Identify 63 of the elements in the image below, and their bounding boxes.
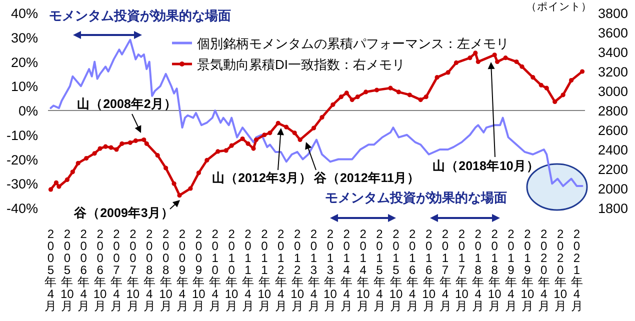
y-tick-label: -10%: [6, 128, 38, 143]
x-tick-label: 2016年10月: [422, 227, 436, 313]
x-tick-label: 2015年4月: [374, 227, 386, 313]
y2-tick-label: 3600: [598, 26, 628, 40]
x-tick-label: 2012年10月: [290, 227, 304, 313]
x-tick-label: 2006年4月: [78, 227, 90, 313]
legend-label: 個別銘柄モメンタムの累積パフォーマンス：左メモリ: [197, 36, 509, 51]
x-tick-label: 2008年10月: [159, 227, 173, 313]
annotation: 山（2008年2月）: [77, 97, 177, 111]
x-tick-label: 2009年10月: [192, 227, 206, 313]
x-tick-label: 2011年4月: [242, 227, 254, 313]
y2-tick-label: 2600: [598, 123, 628, 138]
x-tick-label: 2013年10月: [324, 227, 338, 313]
annotation: 山（2012年3月）: [212, 171, 312, 185]
y2-tick-label: 2400: [598, 142, 628, 158]
x-tick-label: 2020年10月: [554, 227, 568, 313]
x-tick-label: 2005年4月: [44, 227, 57, 313]
y-tick-label: -30%: [6, 176, 38, 192]
annotation: モメンタム投資が効果的な場面: [325, 190, 507, 205]
x-tick-label: 2017年10月: [455, 227, 469, 313]
x-tick-label: 2014年10月: [356, 227, 370, 313]
x-tick-label: 2021年4月: [570, 227, 583, 313]
y2-axis-title: （ポイント）: [526, 1, 592, 13]
y-tick-label: 40%: [10, 6, 38, 21]
y2-tick-label: 2200: [598, 162, 628, 177]
y-tick-label: 10%: [10, 79, 38, 94]
annotation: モメンタム投資が効果的な場面: [49, 8, 231, 23]
x-tick-label: 2013年4月: [308, 227, 320, 313]
y2-tick-label: 3000: [598, 84, 628, 99]
x-tick-label: 2010年4月: [209, 227, 222, 313]
y-tick-label: 30%: [10, 30, 38, 46]
legend-label: 景気動向累積DI一致指数：右メモリ: [197, 57, 405, 72]
x-tick-label: 2007年10月: [126, 227, 140, 313]
y-tick-label: 0%: [18, 104, 38, 118]
x-tick-label: 2006年10月: [93, 227, 108, 313]
y-tick-label: 20%: [10, 54, 38, 70]
annotation: 山（2018年10月）: [432, 159, 540, 173]
x-tick-label: 2018年10月: [488, 227, 502, 313]
x-tick-label: 2012年4月: [274, 227, 287, 313]
y2-tick-label: 3400: [598, 45, 628, 60]
x-tick-label: 2011年10月: [258, 227, 272, 313]
x-tick-label: 2020年4月: [538, 227, 550, 313]
y-tick-label: -20%: [6, 152, 38, 168]
y2-tick-label: 2000: [598, 182, 628, 196]
y2-tick-label: 3800: [598, 6, 628, 21]
x-tick-label: 2016年4月: [406, 227, 418, 313]
y2-tick-label: 3200: [598, 64, 628, 80]
x-tick-label: 2005年10月: [60, 227, 74, 313]
x-tick-label: 2010年10月: [224, 227, 239, 313]
x-tick-label: 2015年10月: [389, 227, 403, 313]
x-tick-label: 2019年10月: [520, 227, 534, 313]
y2-tick-label: 1800: [598, 201, 628, 216]
x-tick-label: 2007年4月: [110, 227, 122, 313]
y-tick-label: -40%: [6, 201, 38, 216]
x-tick-label: 2014年4月: [340, 227, 353, 313]
x-tick-label: 2019年4月: [505, 227, 518, 313]
x-tick-label: 2008年4月: [143, 227, 156, 313]
x-tick-label: 2018年4月: [472, 227, 484, 313]
x-tick-label: 2017年4月: [439, 227, 452, 313]
annotation: 谷（2012年11月）: [312, 171, 420, 185]
y2-tick-label: 2800: [598, 104, 628, 118]
annotation: 谷（2009年3月）: [73, 206, 174, 220]
x-tick-label: 2009年4月: [176, 227, 188, 313]
